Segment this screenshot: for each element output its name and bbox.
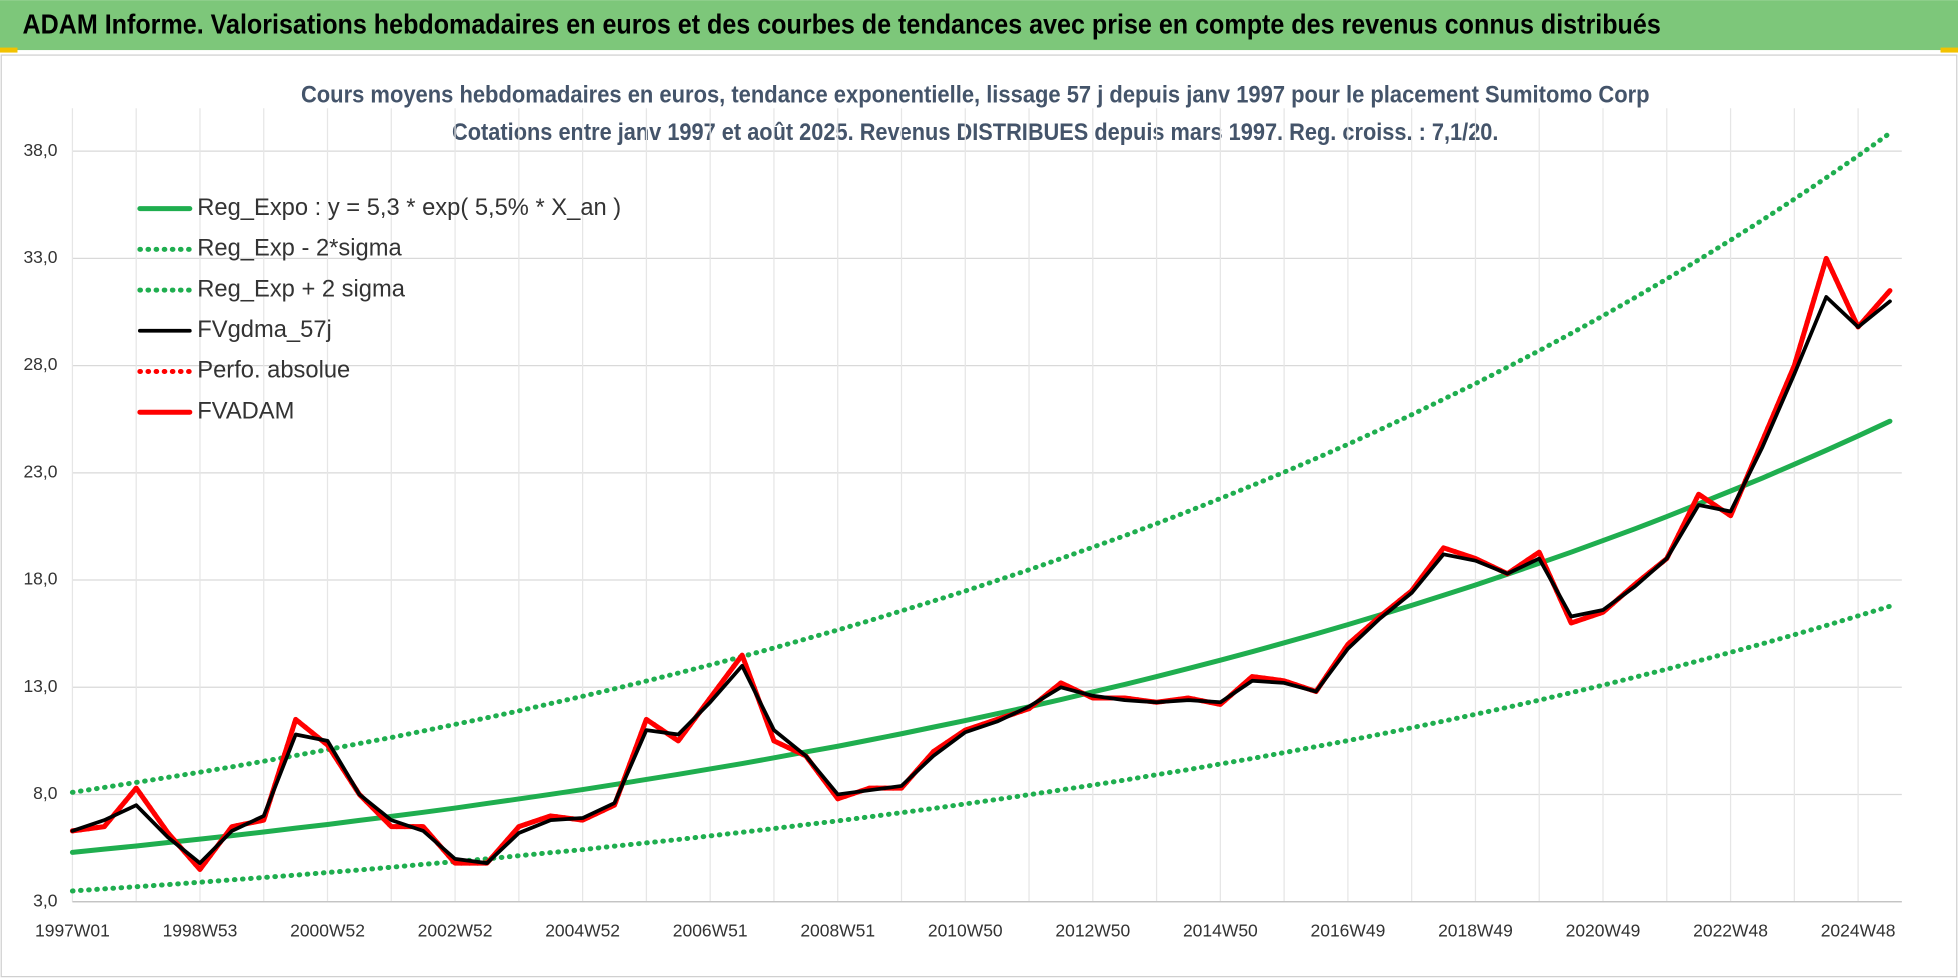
header-band <box>0 0 1958 51</box>
y-tick-label: 3,0 <box>33 890 58 910</box>
legend-label: FVgdma_57j <box>197 317 331 343</box>
legend-label: FVADAM <box>197 398 294 424</box>
series-line <box>69 255 1893 872</box>
axes: 3,0 8,0 13,0 18,0 23,0 28,0 33,0 38,0 1997W01 199… <box>23 140 1902 940</box>
x-tick-label: 2002W52 <box>418 920 493 940</box>
y-tick-label: 13,0 <box>23 676 57 696</box>
chart-title: Cours moyens hebdomadaires en euros, ten… <box>301 83 1650 109</box>
x-tick-label: 1997W01 <box>35 920 110 940</box>
x-tick-label: 2014W50 <box>1183 920 1258 940</box>
x-tick-label: 2004W52 <box>545 920 620 940</box>
series-line <box>69 418 1893 855</box>
y-tick-label: 28,0 <box>23 354 57 374</box>
x-tick-label: 2018W49 <box>1438 920 1513 940</box>
x-tick-label: 2012W50 <box>1055 920 1130 940</box>
chart-frame <box>0 54 1958 978</box>
y-tick-label: 8,0 <box>33 783 58 803</box>
chart-subtitle: Cotations entre janv 1997 et août 2025. … <box>452 120 1498 146</box>
legend: Reg_Expo : y = 5,3 * exp( 5,5% * X_an ) R… <box>137 195 621 424</box>
legend-label: Reg_Expo : y = 5,3 * exp( 5,5% * X_an ) <box>197 195 621 221</box>
x-tick-label: 2022W48 <box>1693 920 1768 940</box>
legend-label: Reg_Exp + 2 sigma <box>197 276 405 302</box>
legend-label: Perfo. absolue <box>197 358 350 384</box>
y-tick-label: 38,0 <box>23 140 57 160</box>
x-tick-label: 2008W51 <box>800 920 875 940</box>
series-line <box>69 130 1893 795</box>
y-tick-label: 33,0 <box>23 247 57 267</box>
plot <box>69 130 1893 894</box>
corner-mark <box>1940 47 1958 53</box>
x-tick-label: 2020W49 <box>1566 920 1641 940</box>
y-tick-label: 23,0 <box>23 461 57 481</box>
corner-mark <box>0 47 18 53</box>
x-tick-label: 2016W49 <box>1311 920 1386 940</box>
x-tick-label: 2010W50 <box>928 920 1003 940</box>
legend-label: Reg_Exp - 2*sigma <box>197 236 402 262</box>
series-line <box>70 295 1892 865</box>
x-tick-label: 2006W51 <box>673 920 748 940</box>
x-tick-label: 2024W48 <box>1821 920 1896 940</box>
page-title: ADAM Informe. Valorisations hebdomadaire… <box>22 9 1660 40</box>
x-tick-label: 1998W53 <box>163 920 238 940</box>
y-tick-label: 18,0 <box>23 569 57 589</box>
x-tick-label: 2000W52 <box>290 920 365 940</box>
